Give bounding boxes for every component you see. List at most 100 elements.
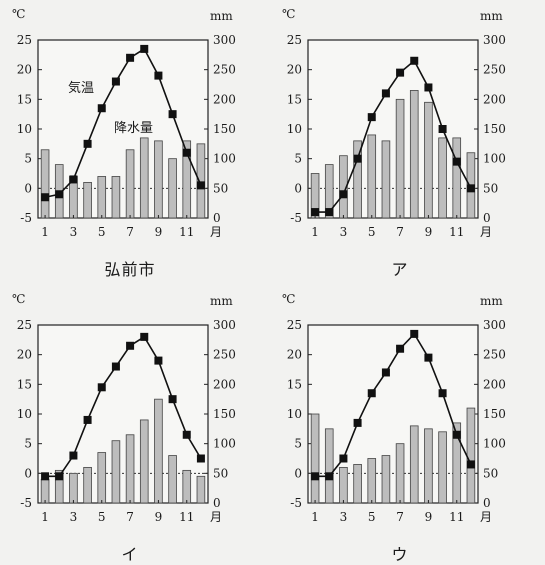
month-unit-label: 月 (210, 510, 222, 524)
temperature-point (97, 383, 106, 392)
temp-tick-label: 10 (17, 407, 32, 421)
precipitation-bar (125, 149, 135, 219)
month-tick-label: 3 (340, 510, 348, 524)
precipitation-bar (353, 464, 362, 504)
climate-chart-panel: -5 0 5 10 15 20 25 0 50 100 150 200 250 300 1 3 5 7 9 11 月 ℃ m… (0, 0, 260, 279)
temp-tick-label: 0 (24, 181, 32, 195)
temperature-point (452, 157, 461, 166)
precip-tick-label: 100 (483, 437, 506, 451)
temp-tick-label: -5 (20, 496, 32, 510)
temperature-point (140, 44, 149, 53)
temperature-point (182, 148, 191, 157)
temp-tick-label: -5 (290, 211, 302, 225)
temperature-point (111, 77, 120, 86)
precipitation-bar (324, 164, 334, 219)
precipitation-bar (339, 466, 348, 504)
precip-tick-label: 50 (483, 181, 498, 195)
precip-tick-label: 300 (213, 318, 236, 332)
temp-tick-label: -5 (290, 496, 302, 510)
precip-tick-label: 250 (483, 63, 506, 77)
precipitation-bar (409, 90, 419, 219)
temperature-point (140, 332, 149, 341)
temperature-point (182, 430, 191, 439)
month-tick-label: 5 (98, 510, 106, 524)
month-unit-label: 月 (480, 225, 492, 239)
precip-tick-label: 300 (483, 33, 506, 47)
temp-tick-label: 20 (17, 348, 32, 362)
precipitation-bar (97, 176, 107, 219)
month-tick-label: 7 (126, 510, 134, 524)
precipitation-bar (438, 137, 447, 219)
month-unit-label: 月 (210, 225, 222, 239)
chart-title: ウ (391, 545, 409, 564)
precip-unit-label: mm (480, 294, 503, 308)
precipitation-bar (125, 434, 135, 504)
temperature-point (381, 89, 390, 98)
precipitation-bar (168, 158, 177, 219)
temp-unit-label: ℃ (282, 292, 295, 306)
precipitation-bar (40, 478, 50, 504)
precipitation-bar (196, 475, 206, 504)
precip-tick-label: 150 (213, 122, 236, 136)
precipitation-bar (139, 419, 149, 504)
precipitation-bar (154, 398, 163, 504)
temperature-point (438, 125, 447, 133)
precipitation-bar (367, 458, 377, 504)
month-tick-label: 1 (41, 510, 49, 524)
chart-title: イ (121, 545, 139, 564)
precip-tick-label: 200 (483, 92, 506, 106)
temperature-point (424, 353, 433, 362)
temperature-point (438, 389, 447, 398)
temperature-point (466, 460, 475, 469)
precip-tick-label: 150 (483, 407, 506, 421)
precip-tick-label: 0 (483, 211, 491, 225)
precipitation-bar (83, 181, 92, 219)
precipitation-bar (452, 137, 462, 219)
temp-tick-label: -5 (20, 211, 32, 225)
temperature-point (396, 344, 405, 353)
climate-chart-panel: -5 0 5 10 15 20 25 0 50 100 150 200 250 300 1 3 5 7 9 11 月 ℃ m… (0, 285, 260, 564)
temp-tick-label: 10 (287, 122, 302, 136)
precip-tick-label: 50 (213, 466, 228, 480)
precip-tick-label: 250 (213, 63, 236, 77)
temperature-annotation: 気温 (68, 80, 94, 96)
temperature-point (83, 139, 92, 148)
precip-unit-label: mm (480, 9, 503, 23)
temp-unit-label: ℃ (12, 7, 25, 21)
temp-tick-label: 5 (24, 437, 32, 451)
temp-tick-label: 10 (17, 122, 32, 136)
precipitation-bar (139, 137, 149, 219)
precip-tick-label: 100 (213, 437, 236, 451)
precipitation-bar (324, 428, 334, 504)
precip-tick-label: 250 (483, 348, 506, 362)
precipitation-bar (466, 407, 476, 504)
precip-tick-label: 300 (483, 318, 506, 332)
temperature-point (325, 472, 334, 481)
temp-tick-label: 5 (294, 152, 302, 166)
precipitation-bar (381, 455, 391, 504)
precipitation-annotation: 降水量 (114, 121, 153, 136)
temperature-point (466, 184, 475, 193)
precip-tick-label: 150 (213, 407, 236, 421)
temperature-point (410, 56, 419, 65)
chart-title: 弘前市 (104, 260, 156, 279)
precip-unit-label: mm (210, 294, 233, 308)
precip-tick-label: 200 (213, 92, 236, 106)
temperature-point (325, 208, 334, 217)
precipitation-bar (182, 469, 192, 504)
month-tick-label: 3 (70, 225, 78, 239)
climate-chart-panel: -5 0 5 10 15 20 25 0 50 100 150 200 250 300 1 3 5 7 9 11 月 ℃ m… (270, 285, 530, 564)
temperature-point (353, 154, 362, 163)
precip-tick-label: 300 (213, 33, 236, 47)
precip-tick-label: 50 (483, 466, 498, 480)
month-tick-label: 7 (126, 225, 134, 239)
temp-tick-label: 25 (287, 318, 302, 332)
temp-tick-label: 0 (24, 466, 32, 480)
month-tick-label: 1 (311, 225, 319, 239)
month-tick-label: 9 (155, 225, 163, 239)
climate-chart-panel: -5 0 5 10 15 20 25 0 50 100 150 200 250 300 1 3 5 7 9 11 月 ℃ m… (270, 0, 530, 279)
month-tick-label: 11 (179, 225, 194, 239)
precip-tick-label: 50 (213, 181, 228, 195)
